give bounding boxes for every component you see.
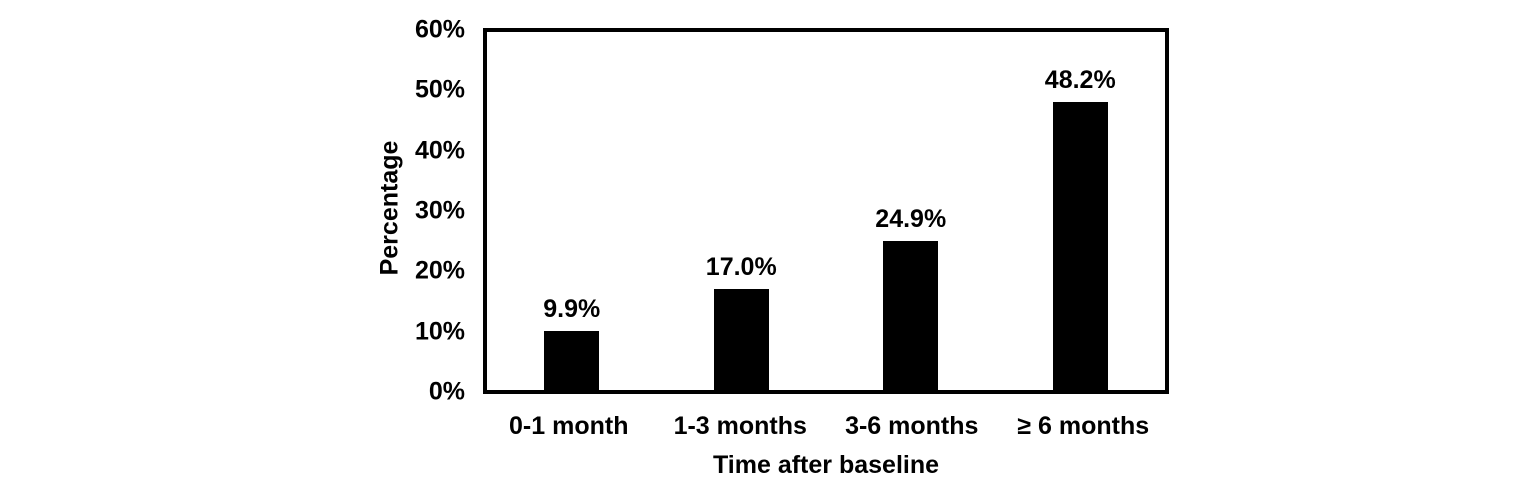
x-tick-label: 1-3 months bbox=[673, 412, 807, 440]
plot-area: 9.9% 17.0% 24.9% 48.2% bbox=[483, 28, 1169, 394]
y-tick-label: 60% bbox=[414, 15, 465, 44]
x-tick-label: 3-6 months bbox=[845, 412, 979, 440]
y-tick-label: 10% bbox=[414, 317, 465, 346]
y-axis-ticks: 0% 10% 20% 30% 40% 50% 60% bbox=[360, 17, 465, 404]
bar bbox=[713, 288, 769, 390]
y-tick-label: 20% bbox=[414, 256, 465, 285]
x-axis-title: Time after baseline bbox=[712, 451, 940, 479]
bar-slot: 9.9% bbox=[487, 32, 657, 390]
y-tick-label: 50% bbox=[414, 75, 465, 104]
x-axis-ticks: 0-1 month 1-3 months 3-6 months ≥ 6 months bbox=[483, 414, 1169, 439]
bar bbox=[883, 241, 939, 390]
bar-slot: 24.9% bbox=[826, 32, 996, 390]
x-tick-label: 0-1 month bbox=[509, 412, 629, 440]
y-tick-label: 40% bbox=[414, 136, 465, 165]
y-tick-label: 0% bbox=[428, 377, 465, 406]
bar-slot: 17.0% bbox=[657, 32, 827, 390]
x-tick-label: ≥ 6 months bbox=[1017, 412, 1150, 440]
bar bbox=[544, 330, 600, 390]
bar bbox=[1052, 102, 1108, 390]
bar-value-label: 9.9% bbox=[543, 294, 601, 323]
y-tick-label: 30% bbox=[414, 196, 465, 225]
bar-value-label: 17.0% bbox=[705, 252, 777, 281]
bar-value-label: 48.2% bbox=[1044, 66, 1116, 95]
bar-slot: 48.2% bbox=[996, 32, 1166, 390]
bar-value-label: 24.9% bbox=[875, 205, 947, 234]
